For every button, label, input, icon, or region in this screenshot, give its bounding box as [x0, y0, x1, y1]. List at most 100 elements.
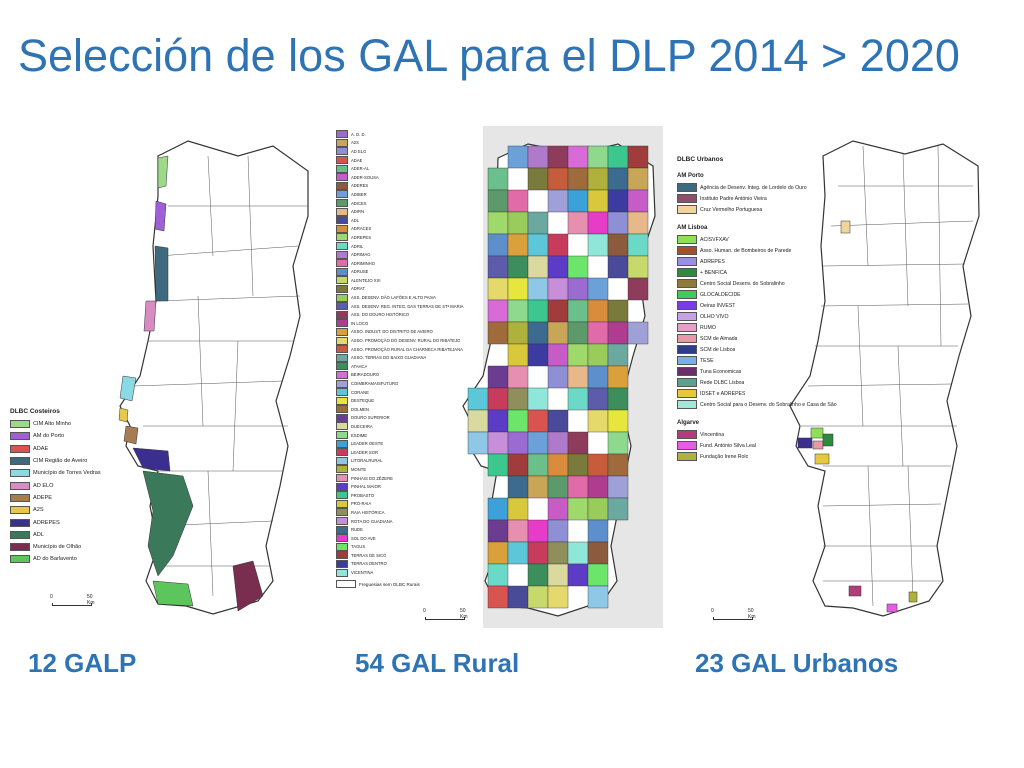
rural-region [587, 343, 609, 367]
rural-region [567, 255, 589, 279]
legend-item: ADAE [336, 156, 481, 165]
legend-rurais: A. D. D. A2S AD ELO ADAE ADER-AL ADER-SOUSA AD… [336, 130, 481, 589]
legend-label: ADRUSE [351, 269, 369, 275]
rural-region [507, 387, 529, 411]
legend-swatch [336, 413, 348, 422]
legend-swatch [336, 353, 348, 362]
legend-label: Cruz Vermelho Portuguesa [700, 206, 763, 213]
legend-label: AD do Barlavento [33, 556, 77, 563]
rural-region [487, 211, 509, 235]
rural-region [487, 497, 509, 521]
legend-swatch [336, 216, 348, 225]
rural-region [567, 431, 589, 455]
rural-region [547, 277, 569, 301]
legend-label: Freguesias sem DLBC Rurais [359, 581, 420, 587]
urban-algarve-2 [886, 603, 898, 613]
urban-lisboa-2 [797, 437, 813, 449]
rural-region [507, 211, 529, 235]
legend-label: ADIRN [351, 209, 365, 215]
district-borders [132, 155, 308, 597]
legend-label: RUDE [351, 527, 363, 533]
rural-region [527, 409, 549, 433]
rural-region [567, 145, 589, 169]
legend-item: TESE [677, 355, 837, 366]
rural-region [527, 475, 549, 499]
legend-swatch [336, 474, 348, 483]
legend-item: ADL [10, 529, 150, 541]
legend-swatch [336, 517, 348, 526]
legend-label: AD ELO [33, 482, 54, 489]
rural-region [527, 541, 549, 565]
legend-item: Fund. António Silva Leal [677, 440, 837, 451]
legend-item: ADREPES [336, 233, 481, 242]
legend-item: PINHAIS DO ZÊZERE [336, 474, 481, 483]
urban-lisboa-1 [810, 427, 824, 439]
rural-region [507, 189, 529, 213]
coast-a2s [118, 407, 129, 423]
rural-region [527, 453, 549, 477]
legend-swatch [336, 345, 348, 354]
legend-swatch [336, 379, 348, 388]
legend-label: TERRAS DE SICÓ [351, 552, 387, 558]
legend-item: Asso. Human. de Bombeiros de Parede [677, 245, 837, 256]
legend-label: CIM Alto Minho [33, 421, 71, 428]
caption-gal-rural: 54 GAL Rural [355, 648, 520, 678]
legend-item: A2S [336, 138, 481, 148]
legend-item: Instituto Padre António Vieira [677, 193, 837, 204]
legend-label: Agência de Desenv. Integ. de Lordelo do … [700, 184, 807, 191]
legend-label: Centro Social Desenv. do Sobralinho [700, 280, 785, 287]
rural-region [547, 585, 569, 609]
legend-item: IDSET e ADREPES [677, 388, 837, 399]
scale-zero: 0 [423, 608, 426, 614]
map-dlbc-rurais: A. D. D. A2S AD ELO ADAE ADER-AL ADER-SOUSA AD… [333, 126, 663, 628]
legend-item: LEADER OESTE [336, 439, 481, 448]
rural-region [547, 343, 569, 367]
legend-group-title: AM Porto [677, 173, 704, 179]
rural-region [607, 453, 629, 477]
coast-olhao [232, 560, 264, 612]
rural-region [527, 233, 549, 257]
legend-item: ADREPES [10, 516, 150, 528]
legend-label: VICENTINA [351, 570, 374, 576]
rural-region [567, 387, 589, 411]
legend-swatch [336, 156, 348, 165]
scale-km: 50 Km [460, 608, 468, 620]
rural-region [547, 189, 569, 213]
rural-region [487, 453, 509, 477]
legend-swatch [10, 543, 30, 552]
rural-region [527, 299, 549, 323]
legend-item: CIM Alto Minho [10, 418, 150, 430]
legend-label: ADREPES [351, 234, 372, 240]
rural-region [607, 343, 629, 367]
legend-label: ADER-SOUSA [351, 174, 379, 180]
legend-swatch [336, 422, 348, 431]
legend-item: ATAHCA [336, 362, 481, 371]
rural-region [547, 365, 569, 389]
legend-label: SCM de Almada [700, 335, 738, 342]
rural-region [527, 167, 549, 191]
legend-label: ADRACES [351, 226, 372, 232]
legend-item: AD ELO [336, 147, 481, 156]
legend-label: Município de Torres Vedras [33, 470, 101, 477]
rural-region [487, 255, 509, 279]
legend-swatch [677, 257, 697, 266]
legend-item: ADL [336, 216, 481, 225]
coast-torres-vedras [119, 375, 137, 402]
legend-label: BEIRADOURO [351, 372, 380, 378]
legend-swatch [677, 441, 697, 450]
legend-label: GLOCALDECIDE [700, 291, 741, 298]
legend-item: TERRAS DENTRO [336, 559, 481, 569]
legend-label: ADL [351, 217, 360, 223]
legend-swatch [10, 555, 30, 564]
rural-region [607, 387, 629, 411]
legend-label: ROTA DO GUADIANA [351, 518, 393, 524]
legend-item: ALENTEJO XXI [336, 276, 481, 285]
legend-label: ADAE [351, 157, 363, 163]
legend-label: Asso. Human. de Bombeiros de Parede [700, 247, 792, 254]
legend-swatch [336, 233, 348, 242]
legend-label: Instituto Padre António Vieira [700, 195, 767, 202]
legend-label: Oeiras INVEST [700, 302, 736, 309]
legend-item: + BENFICA [677, 267, 837, 278]
legend-label: RAIA HISTÓRICA [351, 509, 385, 515]
legend-label: A2S [33, 507, 44, 514]
